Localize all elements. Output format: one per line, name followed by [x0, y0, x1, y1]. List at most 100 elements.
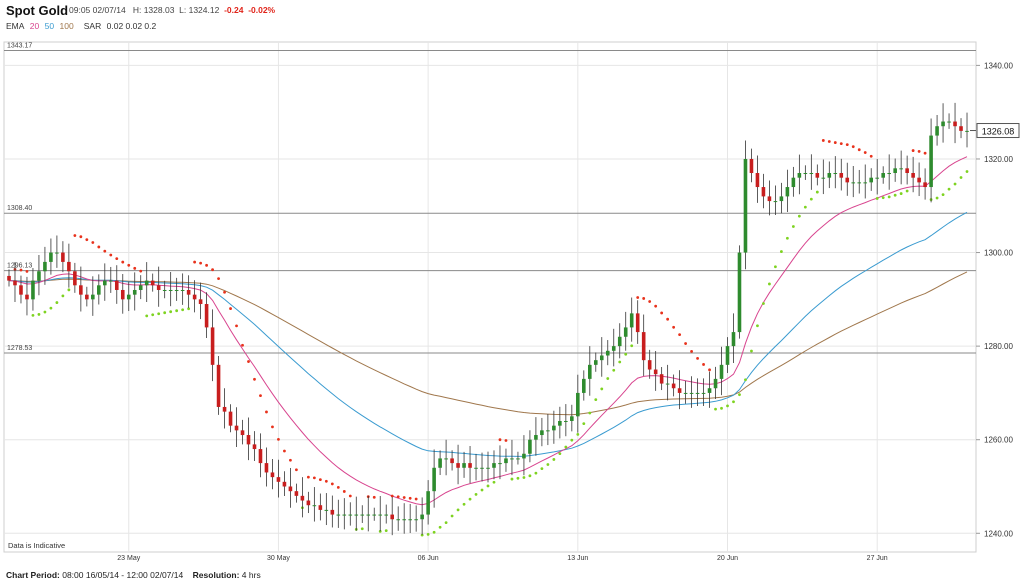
- candle-body: [941, 121, 945, 127]
- candle-body: [887, 173, 891, 175]
- candle-body: [959, 126, 963, 131]
- period-value: 08:00 16/05/14 - 12:00 02/07/14: [62, 570, 184, 580]
- candle-body: [492, 463, 496, 468]
- indicator-legend: EMA 20 50 100 SAR 0.02 0.02 0.2: [6, 21, 159, 31]
- sar-dot-above: [654, 304, 658, 308]
- sar-dot-below: [510, 477, 514, 481]
- sar-dot-below: [169, 310, 173, 314]
- candle-body: [923, 182, 927, 188]
- sar-dot-below: [564, 445, 568, 449]
- sar-dot-below: [576, 432, 580, 436]
- sar-dot-above: [19, 268, 23, 272]
- candle-body: [306, 500, 311, 506]
- sar-dot-above: [857, 148, 861, 152]
- sar-dot-above: [318, 478, 322, 482]
- candle-body: [582, 378, 586, 393]
- candle-body: [210, 327, 215, 365]
- candle-body: [635, 313, 640, 333]
- candle-body: [198, 299, 203, 305]
- last-price-tag: [976, 123, 1020, 139]
- candle-body: [402, 519, 406, 521]
- candle-body: [79, 285, 83, 295]
- candle-body: [929, 135, 933, 188]
- sar-dot-below: [959, 176, 963, 179]
- y-tick-label: 1240.00: [984, 529, 1013, 538]
- candle-body: [935, 126, 939, 136]
- candle-body: [522, 453, 526, 459]
- sar-dot-below: [791, 225, 795, 228]
- candle-body: [7, 275, 11, 281]
- sar-dot-below: [594, 398, 598, 402]
- candle-body: [917, 177, 921, 183]
- sar-label[interactable]: SAR: [83, 21, 102, 31]
- sar-dot-below: [774, 265, 777, 269]
- candle-body: [761, 187, 766, 197]
- sar-dot-below: [905, 189, 909, 193]
- candle-body: [629, 313, 634, 328]
- plot-area: [3, 41, 977, 553]
- candle-body: [396, 519, 400, 521]
- sar-dot-above: [295, 468, 298, 472]
- level-label: 1278.53: [7, 345, 32, 352]
- ema100-line: [8, 271, 968, 416]
- sar-dot-below: [768, 282, 771, 286]
- candle-body: [67, 261, 71, 272]
- sar-dot-above: [402, 496, 406, 499]
- sar-dot-above: [324, 479, 328, 483]
- sar-dot-below: [378, 529, 382, 533]
- candle-body: [641, 332, 646, 361]
- sar-dot-above: [660, 311, 664, 315]
- period-label: Chart Period:: [6, 570, 60, 580]
- sar-dot-above: [498, 438, 502, 442]
- sar-dot-above: [235, 324, 238, 328]
- sar-dot-above: [306, 475, 310, 479]
- quote-low: L: 1324.12: [179, 5, 220, 15]
- candle-body: [138, 285, 143, 290]
- candle-body: [546, 430, 550, 432]
- sar-dot-below: [61, 294, 65, 298]
- level-label: 1343.17: [7, 43, 32, 50]
- sar-dot-above: [265, 410, 268, 414]
- x-tick-label: 30 May: [267, 555, 290, 562]
- candle-body: [43, 261, 47, 272]
- candle-body: [432, 467, 436, 492]
- sar-dot-below: [714, 407, 717, 411]
- sar-dot-above: [821, 139, 825, 142]
- sar-dot-above: [229, 307, 232, 310]
- sar-dot-above: [312, 476, 316, 480]
- sar-dot-above: [839, 142, 843, 146]
- sar-dot-above: [289, 458, 292, 462]
- sar-dot-below: [474, 492, 478, 496]
- candle-body: [773, 201, 778, 203]
- sar-dot-above: [869, 154, 873, 158]
- candle-body: [701, 392, 706, 394]
- sar-dot-below: [815, 190, 819, 194]
- sar-dot-below: [456, 508, 460, 512]
- sar-dot-above: [348, 494, 352, 498]
- candle-body: [186, 289, 191, 295]
- candle-body: [893, 168, 897, 174]
- sar-dot-above: [139, 269, 143, 273]
- candle-body: [120, 289, 125, 300]
- sar-dot-below: [953, 182, 957, 186]
- sar-dot-below: [762, 302, 765, 305]
- candle-body: [953, 121, 957, 127]
- sar-dot-below: [738, 393, 741, 397]
- ema100-label: 100: [59, 21, 74, 31]
- sar-dot-below: [732, 400, 735, 404]
- sar-dot-above: [917, 150, 921, 153]
- sar-dot-below: [145, 314, 149, 318]
- instrument-title: Spot Gold: [6, 3, 69, 18]
- y-tick-label: 1300.00: [984, 249, 1013, 258]
- candle-body: [276, 477, 281, 482]
- candle-body: [414, 519, 418, 521]
- candle-body: [737, 252, 742, 333]
- sar-dot-above: [193, 260, 197, 264]
- sar-dot-above: [390, 494, 394, 498]
- candle-body: [965, 130, 969, 132]
- sar-dot-below: [726, 404, 729, 408]
- ema-label[interactable]: EMA: [6, 21, 25, 31]
- sar-dot-below: [420, 533, 424, 537]
- sar-dot-below: [175, 309, 179, 313]
